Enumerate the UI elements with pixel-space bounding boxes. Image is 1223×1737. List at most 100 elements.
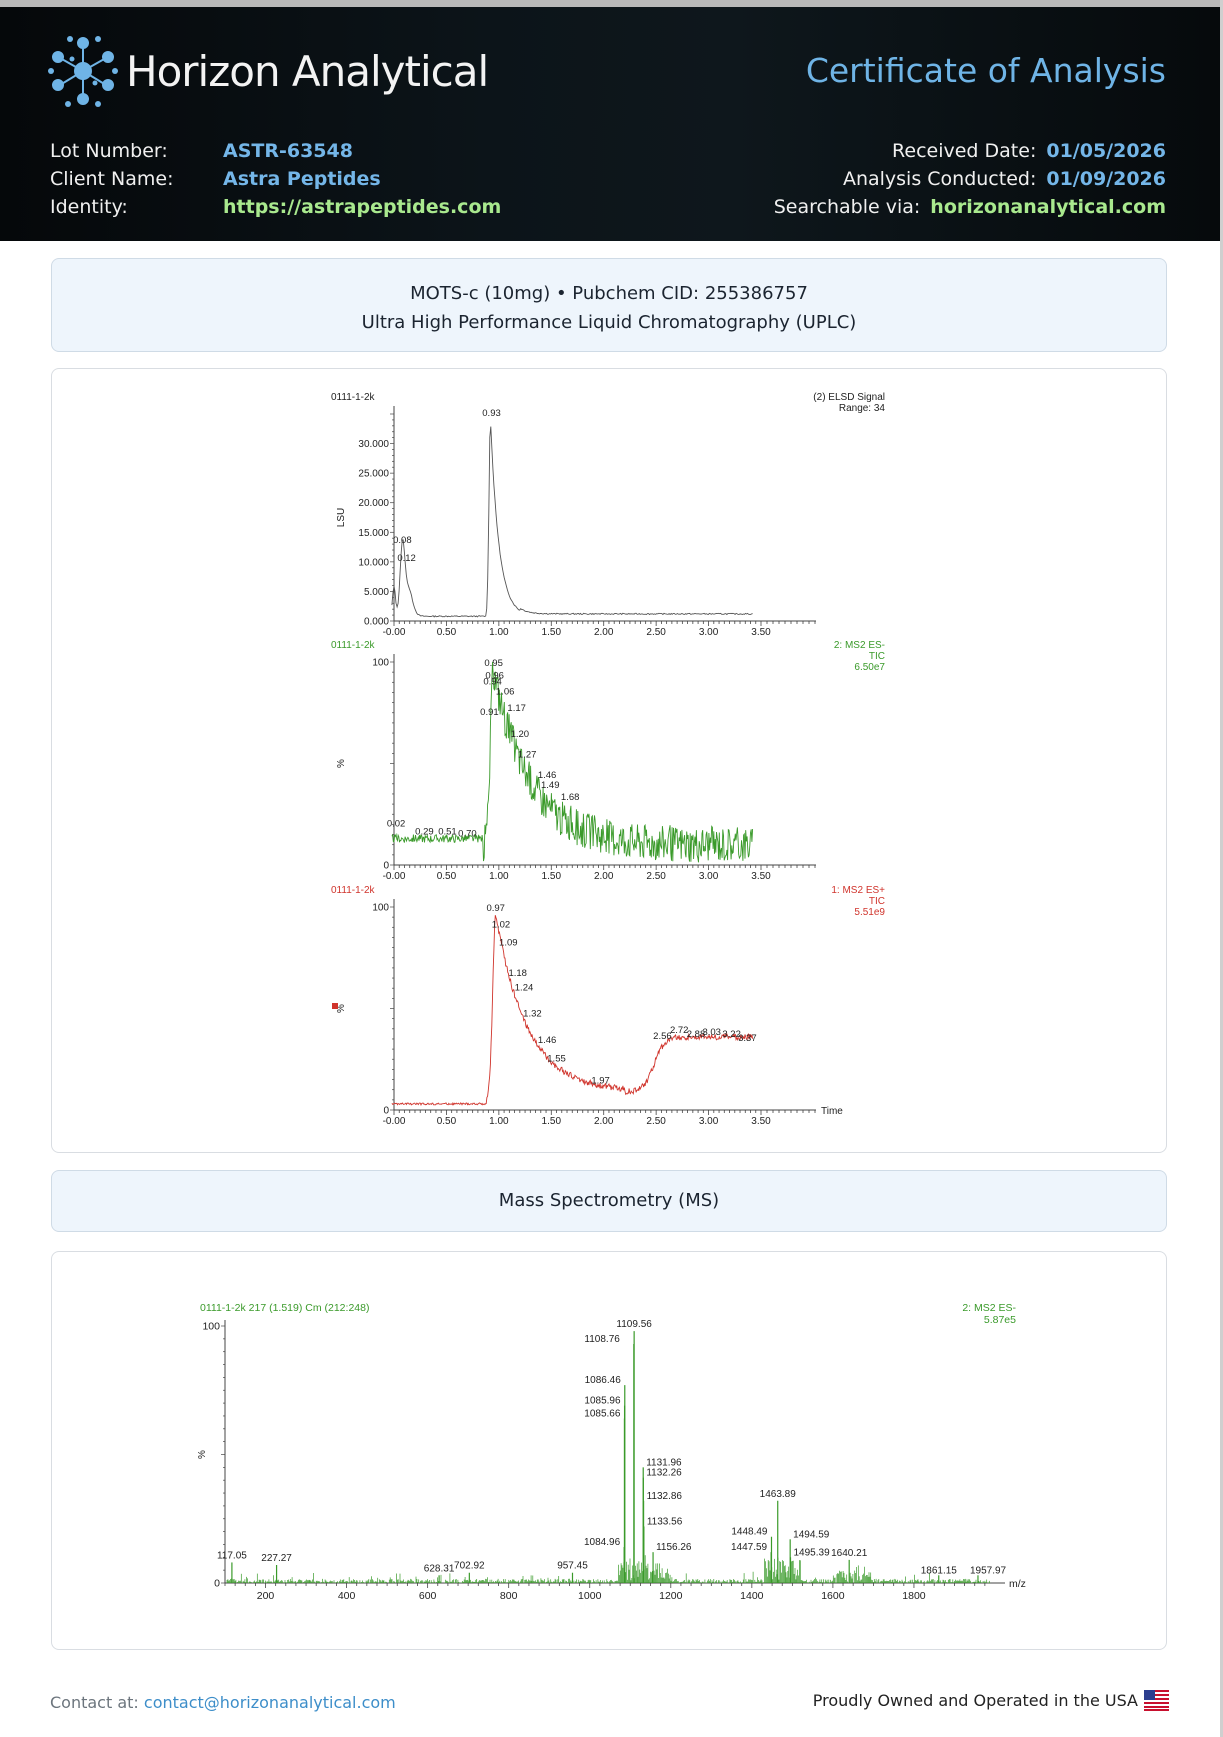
x-tick-label: 1.00 bbox=[489, 1116, 509, 1127]
peak-label: 1.27 bbox=[518, 749, 537, 760]
x-tick-label: 1.50 bbox=[542, 627, 562, 638]
peak-label: 1085.96 bbox=[584, 1396, 621, 1407]
lot-number-row: Lot Number: ASTR-63548 bbox=[50, 137, 501, 165]
peak-label: 2.88 bbox=[687, 1029, 706, 1040]
peak-label: 3.03 bbox=[702, 1027, 721, 1038]
legend-line: (2) ELSD Signal bbox=[813, 392, 885, 403]
brand-logo[interactable]: Horizon Analytical bbox=[48, 33, 489, 109]
received-date-row: Received Date: 01/05/2026 bbox=[774, 137, 1166, 165]
footer-contact: Contact at: contact@horizonanalytical.co… bbox=[50, 1693, 396, 1712]
x-tick-label: 1400 bbox=[740, 1590, 764, 1602]
y-tick-label: 100 bbox=[202, 1321, 220, 1333]
peak-label: 1463.89 bbox=[760, 1489, 797, 1500]
peak-label: 1495.39 bbox=[794, 1547, 831, 1558]
peak-label: 0.51 bbox=[438, 827, 457, 838]
x-tick-label: 3.50 bbox=[751, 627, 771, 638]
x-tick-label: 1000 bbox=[578, 1590, 602, 1602]
x-tick-label: -0.00 bbox=[383, 1116, 406, 1127]
uplc-panel-title: MOTS-c (10mg) • Pubchem CID: 255386757 U… bbox=[51, 258, 1167, 352]
y-tick-label: 0.000 bbox=[364, 617, 389, 628]
peak-label: 1.32 bbox=[523, 1009, 542, 1020]
chromatogram-ms-pos: -0.00 0.50 1.00 1.50 2.00 2.50 3.00 3.50 100 0% Ti… bbox=[331, 885, 885, 1127]
peak-label: 1.18 bbox=[508, 968, 527, 979]
brand-name: Horizon Analytical bbox=[126, 46, 489, 96]
peak-label: 957.45 bbox=[557, 1561, 588, 1572]
peak-label: 1.06 bbox=[496, 687, 515, 698]
molecule-icon bbox=[48, 36, 118, 107]
x-tick-label: 2.50 bbox=[646, 627, 666, 638]
searchable-label: Searchable via: bbox=[773, 196, 921, 218]
peak-label: 1.02 bbox=[492, 919, 511, 930]
uplc-chromatogram-card: -0.00 0.50 1.00 1.50 2.00 2.50 3.00 3.50 0.000 5.… bbox=[51, 368, 1167, 1153]
legend-line: Range: 34 bbox=[839, 403, 886, 414]
peak-label: 1086.46 bbox=[585, 1375, 622, 1386]
y-tick-label: 5.000 bbox=[364, 587, 389, 598]
peak-label: 0.93 bbox=[482, 408, 501, 419]
x-tick-label: 3.50 bbox=[751, 871, 771, 882]
peak-label: 1.46 bbox=[538, 770, 557, 781]
y-tick-label: 0 bbox=[214, 1578, 220, 1590]
chromatogram-elsd: -0.00 0.50 1.00 1.50 2.00 2.50 3.00 3.50 0.000 5.… bbox=[331, 392, 885, 638]
x-tick-label: -0.00 bbox=[383, 871, 406, 882]
peak-label: 0.97 bbox=[486, 903, 505, 914]
x-tick-label: 2.00 bbox=[594, 627, 614, 638]
legend-line: TIC bbox=[869, 651, 885, 662]
peak-label: 1640.21 bbox=[831, 1548, 868, 1559]
date-info: Received Date: 01/05/2026 Analysis Condu… bbox=[774, 137, 1166, 221]
peak-label: 1131.96 bbox=[646, 1457, 682, 1468]
peak-label: 0.70 bbox=[458, 829, 477, 840]
lot-info: Lot Number: ASTR-63548 Client Name: Astr… bbox=[50, 137, 501, 221]
y-tick-label: 30.000 bbox=[358, 439, 389, 450]
uplc-chromatograms: -0.00 0.50 1.00 1.50 2.00 2.50 3.00 3.50 0.000 5.… bbox=[331, 392, 885, 1127]
legend-line: 2: MS2 ES- bbox=[962, 1302, 1016, 1314]
footer-tagline: Proudly Owned and Operated in the USA bbox=[813, 1690, 1169, 1711]
x-tick-label: 0.50 bbox=[437, 1116, 457, 1127]
legend-line: 1: MS2 ES+ bbox=[831, 885, 885, 896]
y-tick-label: 0 bbox=[383, 861, 389, 872]
peak-label: 0.94 bbox=[483, 676, 502, 687]
peak-label: 1.24 bbox=[515, 982, 534, 993]
peak-label: 3.37 bbox=[738, 1033, 757, 1044]
x-tick-label: 2.50 bbox=[646, 871, 666, 882]
y-axis-label: % bbox=[197, 1450, 208, 1459]
identity-link[interactable]: https://astrapeptides.com bbox=[223, 196, 502, 218]
x-tick-label: 1800 bbox=[902, 1590, 926, 1602]
y-tick-label: 25.000 bbox=[358, 469, 389, 480]
peak-label: 1.49 bbox=[541, 780, 560, 791]
client-name-value: Astra Peptides bbox=[223, 168, 381, 190]
peak-label: 1.17 bbox=[507, 703, 526, 714]
searchable-link[interactable]: horizonanalytical.com bbox=[930, 196, 1166, 218]
x-tick-label: 3.00 bbox=[699, 627, 719, 638]
peak-label: 2.72 bbox=[670, 1025, 689, 1036]
peak-label: 0.95 bbox=[484, 658, 503, 669]
identity-label: Identity: bbox=[50, 196, 128, 218]
product-line: MOTS-c (10mg) • Pubchem CID: 255386757 bbox=[410, 283, 808, 304]
peak-label: 0.12 bbox=[397, 553, 416, 564]
x-tick-label: 2.50 bbox=[646, 1116, 666, 1127]
sample-name: 0111-1-2k bbox=[331, 640, 376, 651]
received-date-label: Received Date: bbox=[892, 140, 1037, 162]
peak-label: 702.92 bbox=[454, 1561, 485, 1572]
peak-label: 1.20 bbox=[511, 729, 530, 740]
identity-row: Identity: https://astrapeptides.com bbox=[50, 193, 501, 221]
peak-label: 2.56 bbox=[653, 1031, 672, 1042]
mass-spectrum: 200 400 600 800 1000 1200 1400 1600 18001000%m/z… bbox=[197, 1302, 1026, 1602]
mass-spec-card: 200 400 600 800 1000 1200 1400 1600 1800 100 0% m/z… bbox=[51, 1251, 1167, 1650]
peak-label: 1085.66 bbox=[584, 1409, 621, 1420]
y-tick-label: 100 bbox=[372, 903, 389, 914]
client-name-row: Client Name: Astra Peptides bbox=[50, 165, 501, 193]
x-tick-label: 3.00 bbox=[699, 1116, 719, 1127]
peak-label: 1.68 bbox=[561, 792, 580, 803]
peak-label: 1494.59 bbox=[793, 1529, 830, 1540]
x-axis-label: Time bbox=[821, 1106, 843, 1117]
peak-label: 1156.26 bbox=[656, 1542, 692, 1553]
sample-name: 0111-1-2k bbox=[331, 392, 376, 403]
x-tick-label: 0.50 bbox=[437, 871, 457, 882]
peak-label: 1.46 bbox=[538, 1035, 557, 1046]
contact-email-link[interactable]: contact@horizonanalytical.com bbox=[143, 1693, 396, 1712]
sample-name: 0111-1-2k bbox=[331, 885, 376, 896]
us-flag-icon bbox=[1144, 1690, 1169, 1711]
peak-label: 1861.15 bbox=[921, 1565, 958, 1576]
peak-label: 0.96 bbox=[485, 670, 504, 681]
peak-label: 1957.97 bbox=[970, 1565, 1007, 1576]
